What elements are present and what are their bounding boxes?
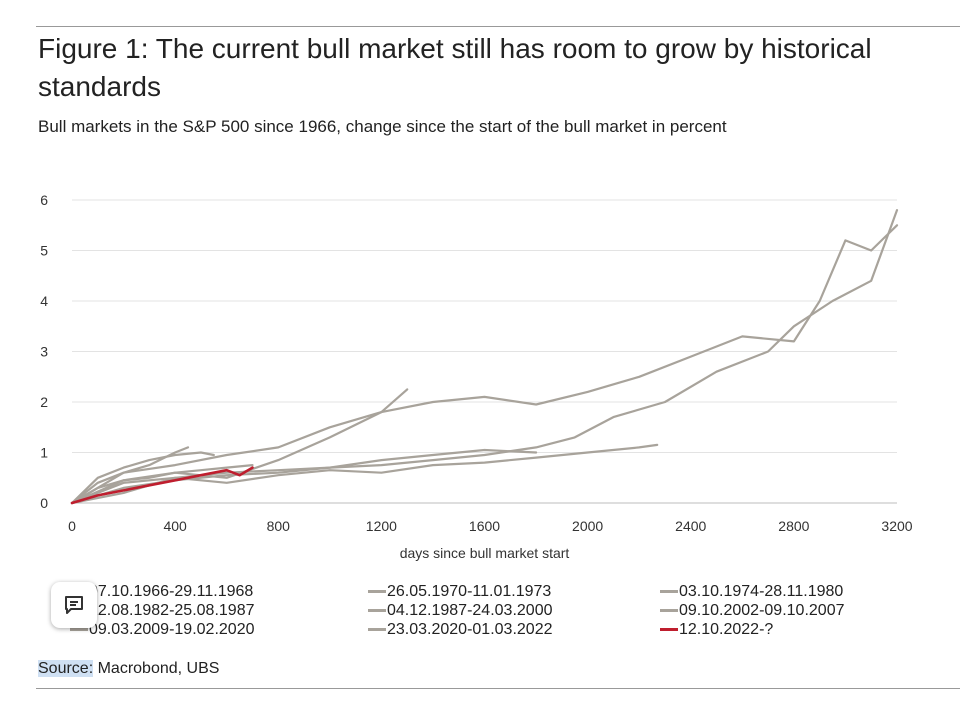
legend-item: 03.10.1974-28.11.1980 bbox=[660, 582, 843, 601]
legend-label: 04.12.1987-24.03.2000 bbox=[387, 602, 553, 619]
series-line-4 bbox=[70, 388, 409, 505]
legend-swatch bbox=[660, 590, 678, 593]
legend-swatch bbox=[368, 628, 386, 631]
series-line-5 bbox=[70, 209, 899, 505]
legend-item: 26.05.1970-11.01.1973 bbox=[368, 582, 551, 601]
line-chart: 0 1 2 3 4 5 6 0 400 800 1200 1600 2000 2400 2800 3200 da… bbox=[40, 192, 913, 561]
chart-title: Figure 1: The current bull market still … bbox=[38, 33, 872, 102]
y-tick-label: 2 bbox=[40, 394, 48, 410]
series-line-6 bbox=[70, 448, 538, 505]
legend-label: 03.10.1974-28.11.1980 bbox=[679, 583, 844, 600]
series-line-1 bbox=[70, 446, 190, 505]
series-line-8 bbox=[70, 451, 215, 505]
legend-label: 09.10.2002-09.10.2007 bbox=[679, 602, 845, 619]
y-tick-label: 1 bbox=[40, 445, 48, 461]
chart-subtitle: Bull markets in the S&P 500 since 1966, … bbox=[38, 117, 727, 136]
source-text: Macrobond, UBS bbox=[97, 660, 220, 677]
legend-swatch bbox=[70, 628, 88, 631]
legend-item: 23.03.2020-01.03.2022 bbox=[368, 620, 552, 639]
series-line-9 bbox=[70, 466, 254, 505]
legend-item: 09.10.2002-09.10.2007 bbox=[660, 601, 844, 620]
legend-label: 12.08.1982-25.08.1987 bbox=[89, 602, 255, 619]
y-tick-label: 4 bbox=[40, 293, 48, 309]
legend-item: 04.12.1987-24.03.2000 bbox=[368, 601, 552, 620]
series-line-7 bbox=[70, 224, 899, 505]
comment-icon[interactable] bbox=[51, 582, 97, 628]
y-tick-label: 5 bbox=[40, 243, 48, 259]
x-tick-label: 2800 bbox=[778, 518, 809, 534]
legend-label: 07.10.1966-29.11.1968 bbox=[89, 583, 254, 600]
source-note: Source: Macrobond, UBS bbox=[38, 660, 219, 678]
legend-item: 07.10.1966-29.11.1968 bbox=[70, 582, 253, 601]
y-tick-label: 0 bbox=[40, 495, 48, 511]
x-tick-label: 400 bbox=[163, 518, 187, 534]
y-tick-label: 3 bbox=[40, 344, 48, 360]
legend-swatch bbox=[368, 609, 386, 612]
legend-item: 09.03.2009-19.02.2020 bbox=[70, 620, 254, 639]
x-tick-label: 2000 bbox=[572, 518, 603, 534]
legend-swatch bbox=[368, 590, 386, 593]
legend-item: 12.10.2022-? bbox=[660, 620, 773, 639]
x-tick-label: 2400 bbox=[675, 518, 706, 534]
top-rule bbox=[36, 26, 960, 27]
x-tick-label: 800 bbox=[267, 518, 291, 534]
x-tick-label: 3200 bbox=[881, 518, 912, 534]
bottom-rule bbox=[36, 688, 960, 689]
legend-label: 12.10.2022-? bbox=[679, 621, 774, 638]
x-axis-label: days since bull market start bbox=[400, 545, 570, 561]
x-tick-label: 1200 bbox=[366, 518, 397, 534]
legend-label: 26.05.1970-11.01.1973 bbox=[387, 583, 552, 600]
x-tick-label: 0 bbox=[68, 518, 76, 534]
x-tick-label: 1600 bbox=[469, 518, 500, 534]
legend-swatch bbox=[660, 609, 678, 612]
legend-label: 09.03.2009-19.02.2020 bbox=[89, 621, 255, 638]
legend-item: 12.08.1982-25.08.1987 bbox=[70, 601, 254, 620]
comment-icon-glyph bbox=[65, 596, 83, 614]
legend-swatch bbox=[660, 628, 678, 631]
legend-label: 23.03.2020-01.03.2022 bbox=[387, 621, 553, 638]
y-tick-label: 6 bbox=[40, 192, 48, 208]
source-label: Source: bbox=[38, 660, 94, 677]
